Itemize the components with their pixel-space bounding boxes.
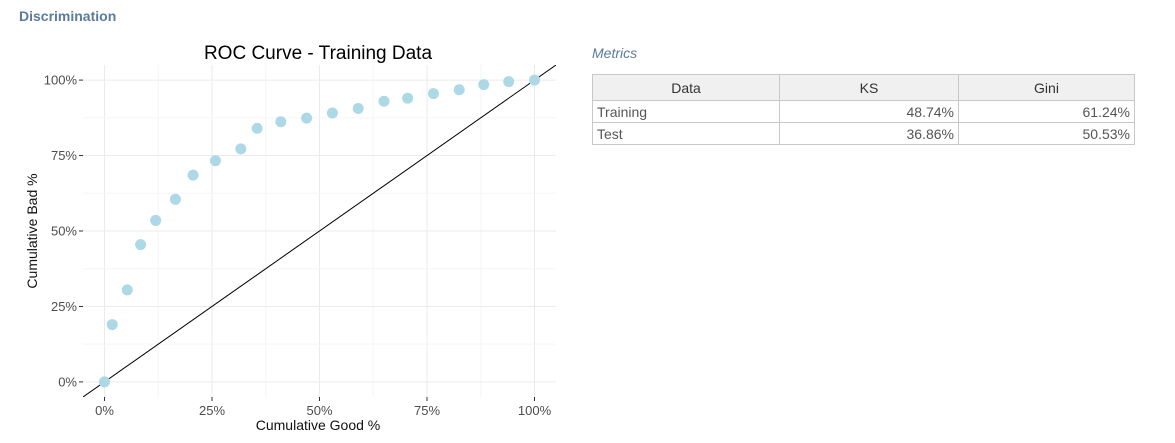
roc-point bbox=[326, 107, 338, 119]
points-layer bbox=[99, 74, 540, 388]
reference-line-layer bbox=[83, 65, 556, 397]
roc-point bbox=[209, 155, 221, 167]
x-tick-label: 25% bbox=[199, 403, 225, 418]
roc-point bbox=[99, 376, 110, 388]
metrics-title: Metrics bbox=[592, 45, 638, 61]
ticks-layer: 0% 25% 50% 75% 100% 0% 25% 50% 75% 100% bbox=[44, 73, 552, 418]
roc-point bbox=[135, 239, 147, 251]
chart-grid bbox=[83, 65, 556, 397]
roc-point bbox=[352, 102, 364, 114]
y-tick-label: 50% bbox=[51, 224, 77, 239]
roc-point bbox=[402, 92, 414, 104]
header-ks: KS bbox=[779, 74, 959, 101]
metrics-header-row: Data KS Gini bbox=[592, 74, 1135, 101]
y-tick-label: 0% bbox=[58, 374, 77, 389]
roc-point bbox=[187, 169, 199, 181]
table-row: Test 36.86% 50.53% bbox=[592, 122, 1135, 145]
chart-title: ROC Curve - Training Data bbox=[204, 43, 433, 64]
roc-point bbox=[478, 79, 490, 91]
roc-point bbox=[251, 122, 263, 134]
roc-point bbox=[378, 95, 390, 107]
roc-point bbox=[169, 193, 181, 205]
roc-point bbox=[427, 88, 439, 100]
x-axis-label: Cumulative Good % bbox=[256, 417, 381, 433]
roc-point bbox=[106, 319, 118, 331]
roc-point bbox=[529, 74, 540, 86]
x-tick-label: 50% bbox=[306, 403, 332, 418]
roc-point bbox=[150, 214, 162, 226]
roc-chart: 0% 25% 50% 75% 100% 0% 25% 50% 75% 100% ROC Curve… bbox=[24, 43, 556, 433]
cell-gini: 50.53% bbox=[958, 122, 1135, 145]
table-row: Training 48.74% 61.24% bbox=[592, 100, 1135, 123]
y-tick-label: 75% bbox=[51, 148, 77, 163]
x-tick-label: 75% bbox=[414, 403, 440, 418]
cell-data: Test bbox=[592, 122, 780, 145]
y-tick-label: 100% bbox=[44, 73, 78, 88]
x-tick-label: 0% bbox=[95, 403, 114, 418]
section-title: Discrimination bbox=[19, 8, 117, 24]
cell-ks: 48.74% bbox=[779, 100, 959, 123]
cell-gini: 61.24% bbox=[958, 100, 1135, 123]
roc-point bbox=[453, 84, 465, 96]
roc-point bbox=[503, 76, 515, 88]
y-tick-label: 25% bbox=[51, 299, 77, 314]
header-gini: Gini bbox=[958, 74, 1135, 101]
cell-ks: 36.86% bbox=[779, 122, 959, 145]
roc-point bbox=[121, 284, 133, 296]
metrics-table: Data KS Gini Training 48.74% 61.24% Test… bbox=[592, 74, 1135, 145]
header-data: Data bbox=[592, 74, 780, 101]
diagonal-reference-line bbox=[83, 65, 556, 397]
y-axis-label: Cumulative Bad % bbox=[24, 173, 40, 288]
roc-point bbox=[275, 116, 287, 128]
roc-point bbox=[301, 112, 313, 124]
x-tick-label: 100% bbox=[518, 403, 552, 418]
cell-data: Training bbox=[592, 100, 780, 123]
roc-point bbox=[235, 143, 247, 155]
